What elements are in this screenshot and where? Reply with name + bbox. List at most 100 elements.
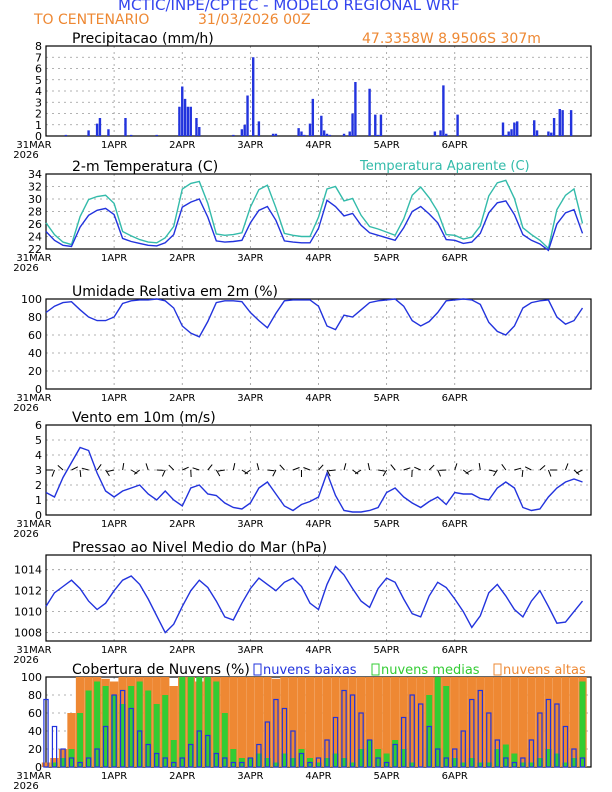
precip-bar — [510, 129, 513, 136]
cloud-medium-bar — [511, 753, 518, 767]
slp-title: Pressao ao Nivel Medio do Mar (hPa) — [72, 540, 327, 556]
clouds-xtick-first: 31MAR — [16, 771, 51, 782]
legend-low-label: nuvens baixas — [263, 663, 357, 678]
cloud-low-bar — [136, 730, 143, 768]
precip-title: Precipitacao (mm/h) — [72, 31, 214, 47]
cloud-medium-bar — [579, 681, 586, 767]
cloud-medium-bar — [247, 758, 254, 767]
cloud-low-bar — [281, 707, 288, 768]
clouds-ytick-label: 20 — [28, 743, 42, 756]
cloud-medium-bar — [51, 762, 58, 767]
cloud-high-bar — [348, 677, 357, 767]
wind-barb — [244, 469, 251, 475]
wind-xtick-label: 6APR — [442, 519, 468, 530]
wind-barb — [318, 464, 324, 471]
cloud-low-bar — [477, 689, 483, 768]
cloud-low-bar — [520, 757, 526, 768]
rh-xtick-label: 5APR — [374, 393, 400, 404]
wind-barb — [454, 463, 458, 471]
rh-xtick-label: 2APR — [169, 393, 195, 404]
cloud-high-bar — [67, 713, 76, 767]
wind-barb — [428, 464, 435, 471]
cloud-low-bar — [128, 707, 134, 768]
cloud-low-bar — [290, 730, 296, 768]
cloud-medium-bar — [349, 762, 356, 767]
temp-xtick-label: 5APR — [374, 253, 400, 264]
precip-bar — [155, 134, 158, 136]
precip-ytick-label: 4 — [35, 85, 42, 98]
wind-barb — [79, 469, 82, 478]
cloud-medium-bar — [221, 713, 228, 767]
wind-xtick-label: 5APR — [374, 519, 400, 530]
cloud-low-bar — [162, 757, 168, 768]
precip-bar — [240, 129, 244, 136]
rh-year-label: 2026 — [13, 403, 38, 414]
wind-ytick-label: 0 — [35, 509, 42, 522]
precip-bar — [308, 123, 312, 136]
wind-barb — [328, 469, 336, 472]
cloud-high-bar — [390, 677, 400, 767]
precip-bar — [379, 114, 383, 136]
cloud-medium-bar — [145, 690, 152, 767]
cloud-medium-bar — [111, 695, 118, 767]
precip-xtick-label: 6APR — [442, 140, 468, 151]
cloud-low-bar — [443, 757, 449, 768]
cloud-medium-bar — [392, 740, 399, 767]
cloud-medium-bar — [128, 686, 135, 767]
clouds-ytick-label: 0 — [35, 761, 42, 774]
wind-barb — [232, 463, 236, 471]
cloud-medium-bar — [264, 758, 271, 767]
cloud-low-bar — [213, 752, 220, 768]
wind-barb — [367, 463, 371, 471]
cloud-medium-bar — [298, 749, 305, 767]
cloud-low-bar — [366, 739, 373, 768]
precip-bar — [507, 131, 510, 136]
cloud-low-bar — [494, 739, 501, 768]
wind-barb — [539, 464, 546, 471]
cloud-low-bar — [554, 703, 560, 768]
precip-xtick-label: 2APR — [169, 140, 195, 151]
rh-line — [45, 298, 584, 338]
temp-2m-line — [45, 198, 584, 252]
wind-ytick-label: 3 — [35, 464, 42, 477]
slp-xtick-label: 6APR — [442, 645, 468, 656]
precip-year-label: 2026 — [13, 150, 38, 161]
clouds-ytick-label: 60 — [28, 707, 42, 720]
cloud-medium-bar — [77, 713, 84, 767]
cloud-high-bar — [237, 677, 247, 767]
precip-bar — [186, 106, 190, 136]
cloud-low-bar — [383, 761, 390, 768]
precip-ytick-label: 0 — [35, 130, 42, 143]
cloud-low-bar — [171, 761, 177, 768]
temp-ytick-label: 22 — [28, 243, 42, 256]
slp-xtick-label: 2APR — [169, 645, 195, 656]
precip-bar — [322, 130, 326, 136]
chart-title: MCTIC/INPE/CPTEC - MODELO REGIONAL WRF — [118, 0, 460, 14]
cloud-high-bar — [569, 677, 579, 767]
precip-xtick-first: 31MAR — [16, 140, 51, 151]
cloud-low-bar — [486, 712, 492, 768]
precip-bar — [354, 82, 357, 136]
cloud-medium-bar — [468, 758, 475, 767]
cloud-high-bar — [382, 677, 391, 767]
precip-bar — [552, 118, 556, 136]
cloud-medium-bar — [545, 749, 552, 767]
cloud-medium-bar — [170, 740, 177, 767]
wind-ytick-label: 2 — [35, 479, 42, 492]
cloud-low-bar — [324, 739, 330, 768]
cloud-medium-bar — [358, 749, 365, 767]
cloud-high-bar — [416, 677, 425, 767]
clouds-ytick-label: 40 — [28, 725, 42, 738]
cloud-low-bar — [460, 730, 466, 768]
cloud-low-bar — [145, 743, 151, 768]
cloud-high-bar — [493, 677, 502, 767]
precip-bar — [374, 114, 377, 136]
cloud-low-bar — [307, 761, 313, 768]
clouds-xtick-label: 2APR — [169, 771, 195, 782]
precip-bar — [504, 134, 508, 136]
cloud-medium-bar — [528, 762, 535, 767]
wind-barb — [521, 469, 524, 478]
cloud-low-bar — [469, 698, 475, 768]
wind-barb — [354, 469, 362, 475]
legend-medium-swatch — [371, 663, 380, 676]
